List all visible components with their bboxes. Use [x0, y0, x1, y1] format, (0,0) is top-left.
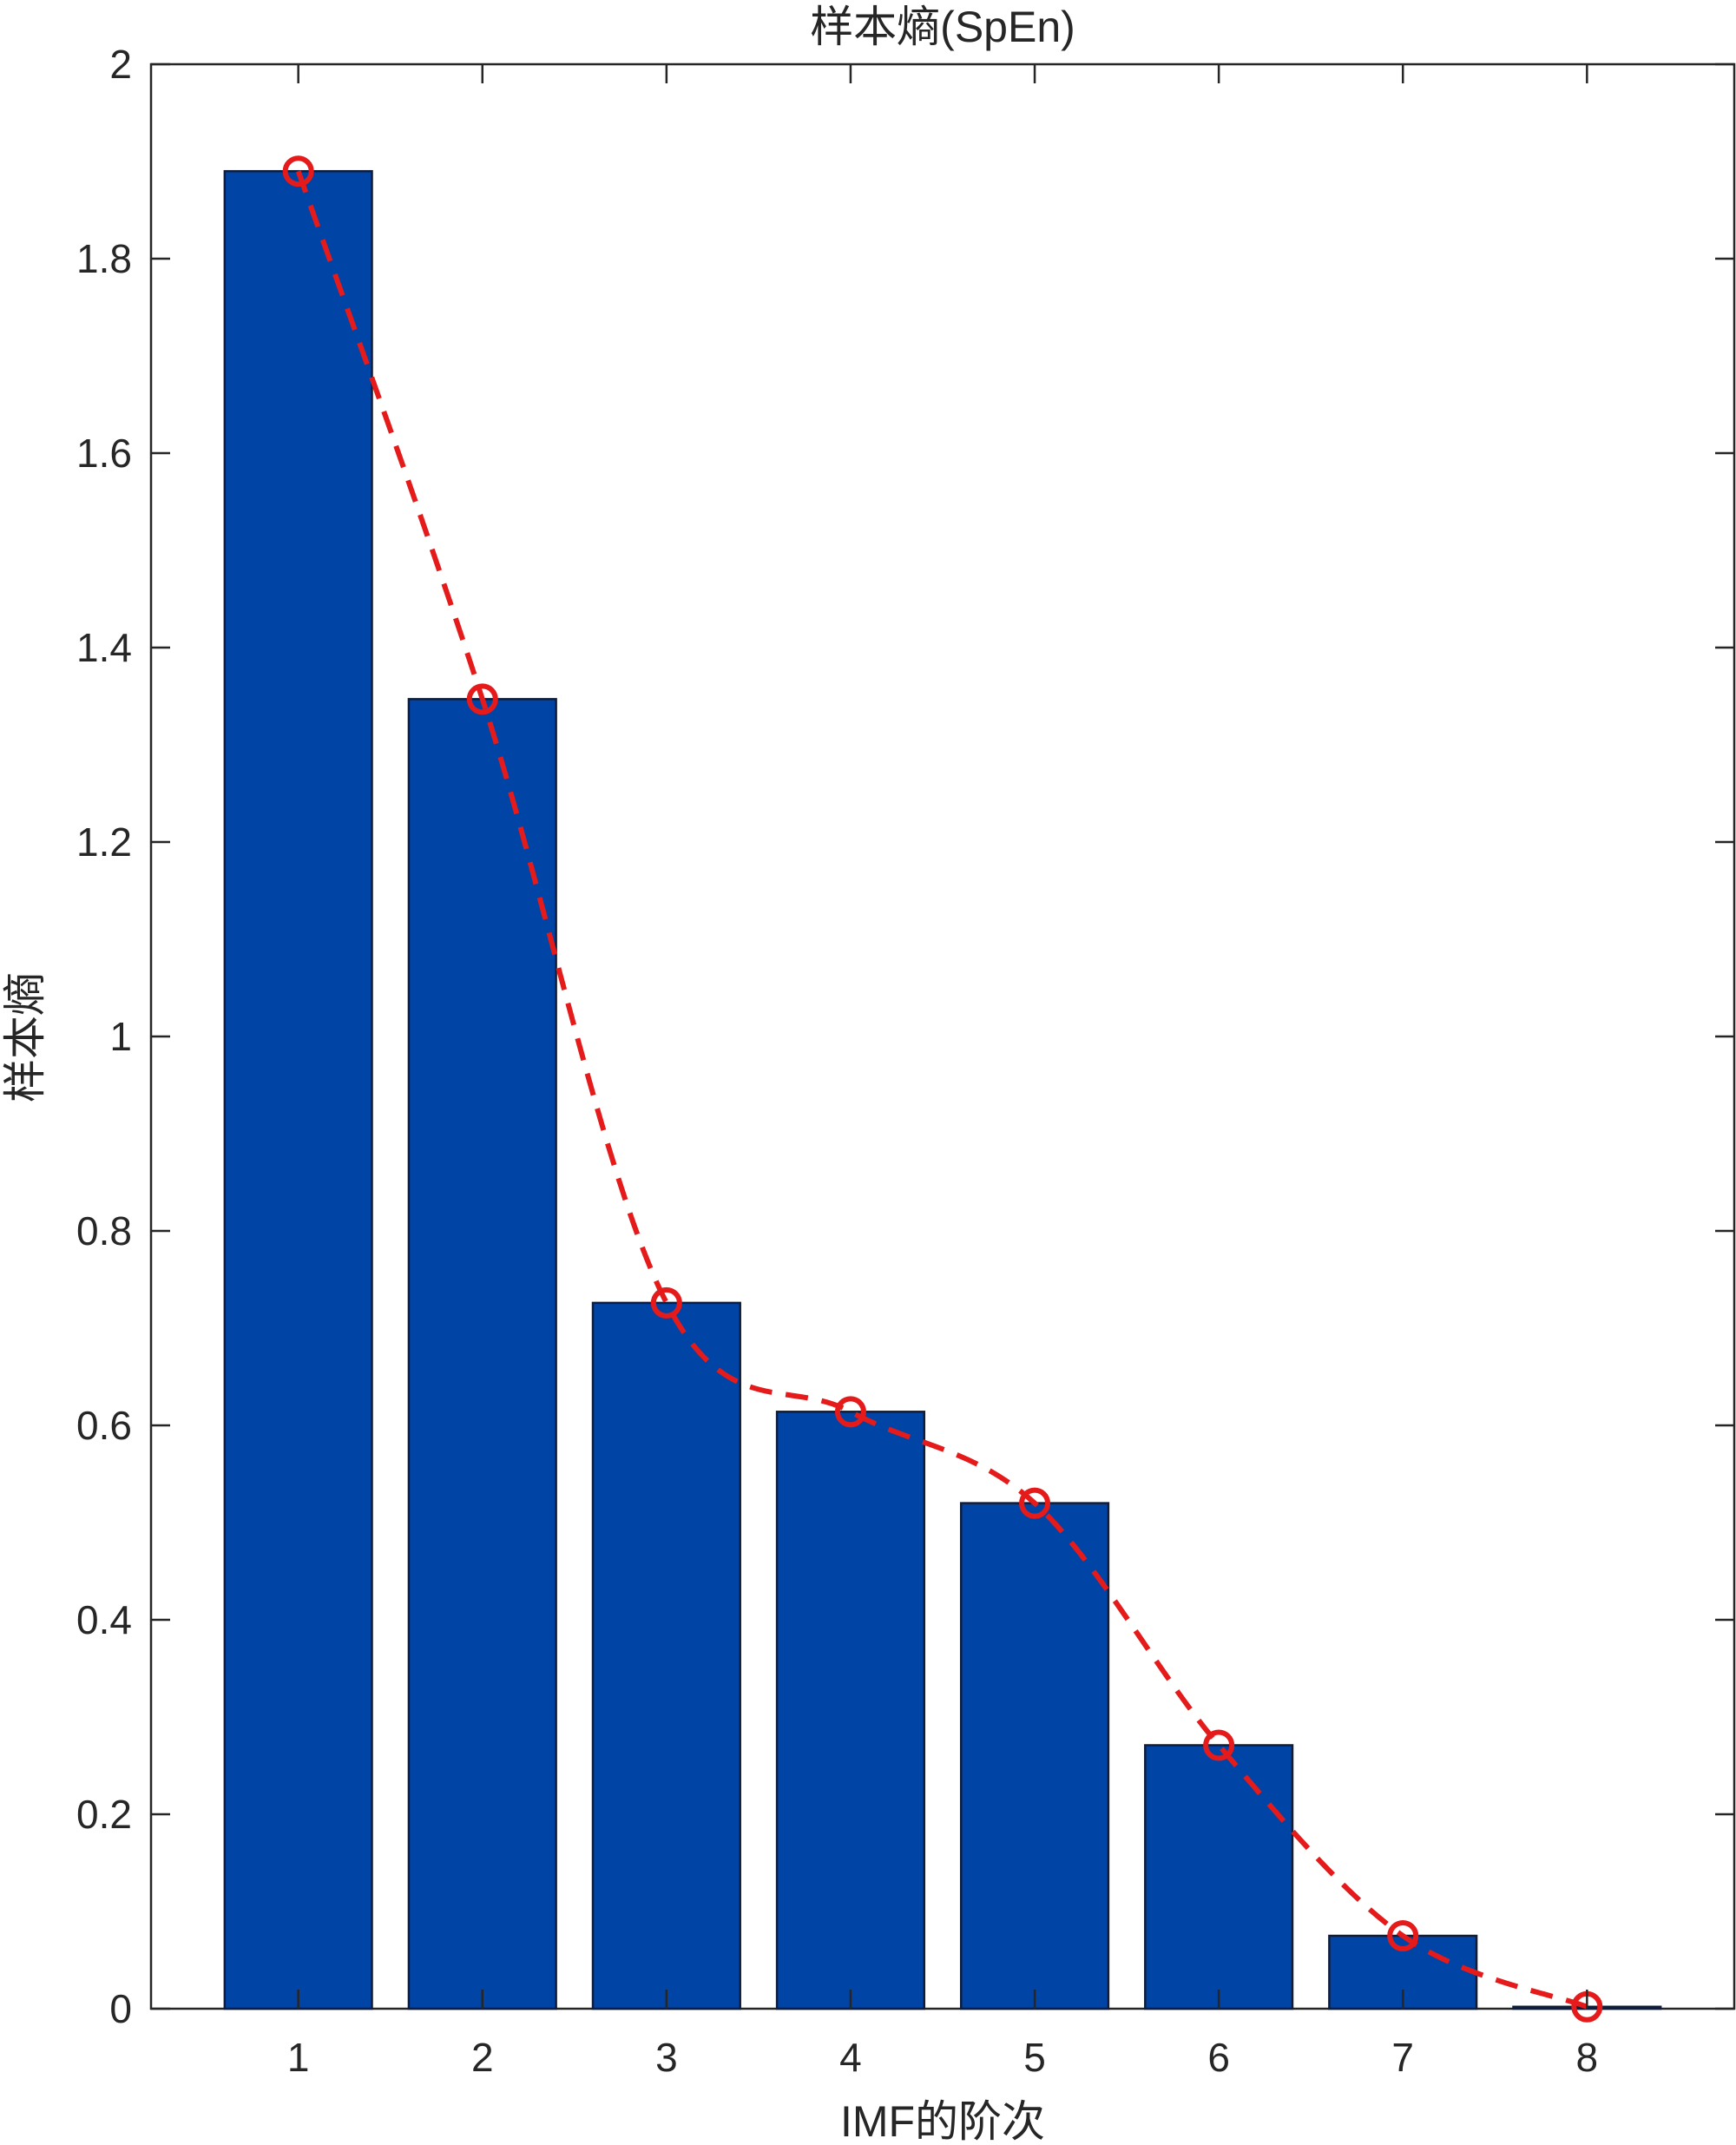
bar-imf-3: [591, 1301, 741, 2010]
y-tick-label: 1.2: [76, 819, 132, 865]
marker-imf-5: [1019, 1487, 1051, 1519]
bar-imf-5: [959, 1502, 1110, 2010]
y-tick-label: 1.8: [76, 236, 132, 281]
trend-line-path: [295, 170, 1588, 2010]
y-tick-label: 0: [109, 1986, 132, 2031]
plot-area: [149, 63, 1736, 2010]
x-tick-label: 7: [1391, 2035, 1414, 2080]
x-tick-label: 5: [1023, 2035, 1046, 2080]
axes-box: [149, 63, 1736, 2010]
y-tick-label: 2: [109, 42, 132, 87]
bar-imf-4: [775, 1411, 926, 2010]
y-axis-ticks: 0 0.2 0.4 0.6 0.8 1 1.2 1.4 1.6 1.8 2: [76, 42, 1734, 2031]
y-axis-label: 样本熵: [1, 972, 49, 1102]
marker-imf-6: [1203, 1729, 1235, 1761]
y-tick-label: 0.4: [76, 1597, 132, 1642]
x-axis-ticks: 1 2 3 4 5 6 7 8: [287, 64, 1598, 2080]
x-axis-label: IMF的阶次: [840, 2097, 1045, 2145]
bars: [223, 169, 1662, 2010]
marker-imf-1: [282, 155, 314, 188]
y-tick-label: 0.2: [76, 1792, 132, 1837]
bar-imf-6: [1144, 1744, 1294, 2010]
y-tick-label: 1.4: [76, 625, 132, 670]
y-tick-label: 1: [109, 1014, 132, 1059]
x-tick-label: 2: [471, 2035, 494, 2080]
x-tick-label: 4: [839, 2035, 862, 2080]
y-tick-label: 0.6: [76, 1403, 132, 1448]
trend-line: [282, 155, 1603, 2023]
y-tick-label: 1.6: [76, 431, 132, 476]
x-tick-label: 8: [1576, 2035, 1599, 2080]
x-tick-label: 6: [1207, 2035, 1230, 2080]
marker-imf-2: [466, 683, 498, 715]
x-tick-label: 3: [655, 2035, 678, 2080]
bar-imf-2: [407, 698, 557, 2010]
chart-title: 样本熵(SpEn): [810, 3, 1075, 51]
x-tick-label: 1: [287, 2035, 310, 2080]
y-tick-label: 0.8: [76, 1208, 132, 1253]
marker-imf-4: [834, 1396, 866, 1428]
marker-imf-3: [650, 1286, 682, 1319]
marker-imf-7: [1387, 1920, 1419, 1951]
bar-imf-1: [223, 169, 373, 2010]
